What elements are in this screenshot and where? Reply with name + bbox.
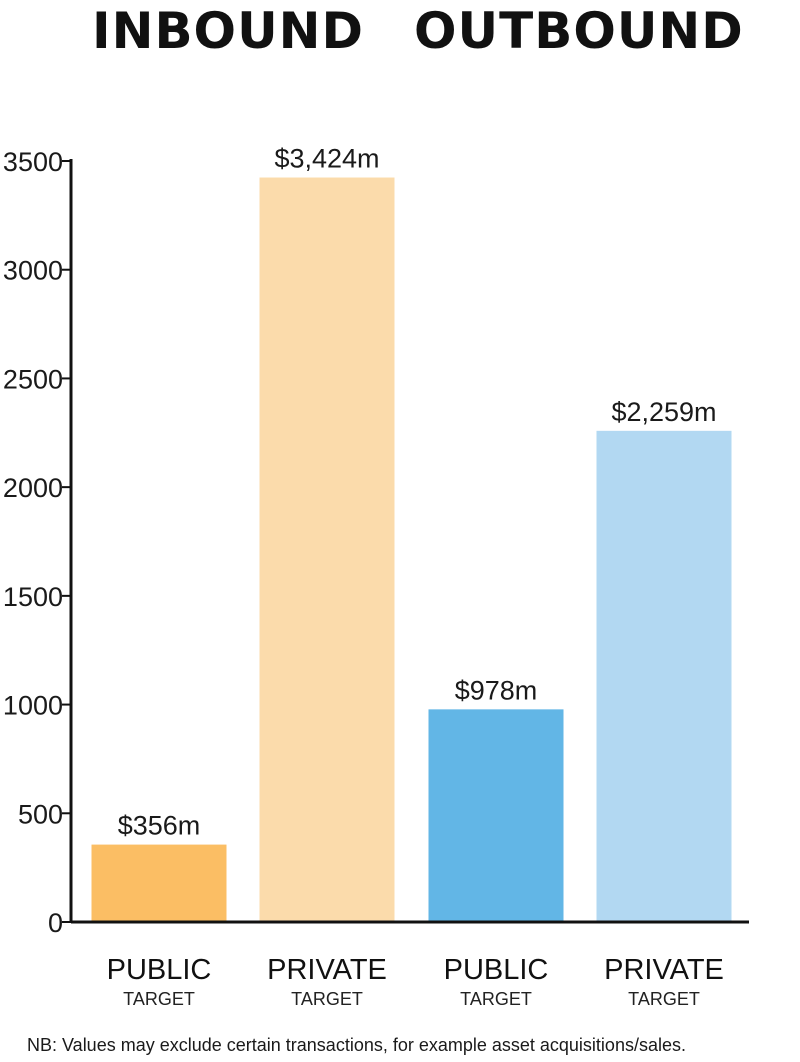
bar <box>259 177 395 923</box>
y-tick-label: 1000 <box>3 691 63 721</box>
category-label: PUBLIC <box>444 954 549 986</box>
footnote: NB: Values may exclude certain transacti… <box>27 1035 686 1055</box>
category-label: PRIVATE <box>604 954 724 986</box>
bar-chart: 0 500 1000 1500 2000 2500 3000 3500 $356m PUBLIC T… <box>3 144 749 1009</box>
y-tick-label: 1500 <box>3 582 63 612</box>
bar <box>91 844 227 922</box>
y-tick-label: 3000 <box>3 256 63 286</box>
category-sublabel: TARGET <box>291 989 363 1009</box>
inbound-title: INBOUND <box>92 2 365 60</box>
y-tick-label: 500 <box>18 799 63 829</box>
data-label: $3,424m <box>274 144 379 174</box>
y-tick-label: 0 <box>48 908 63 938</box>
bar <box>596 430 732 922</box>
category-sublabel: TARGET <box>460 989 532 1009</box>
y-tick-label: 3500 <box>3 147 63 177</box>
data-label: $2,259m <box>611 397 716 427</box>
data-label: $978m <box>455 675 538 705</box>
category-sublabel: TARGET <box>628 989 700 1009</box>
category-label: PUBLIC <box>107 954 212 986</box>
outbound-title: OUTBOUND <box>414 2 744 60</box>
y-tick-label: 2000 <box>3 473 63 503</box>
bar <box>428 709 564 922</box>
category-sublabel: TARGET <box>123 989 195 1009</box>
y-tick-label: 2500 <box>3 364 63 394</box>
category-label: PRIVATE <box>267 954 387 986</box>
data-label: $356m <box>118 811 201 841</box>
